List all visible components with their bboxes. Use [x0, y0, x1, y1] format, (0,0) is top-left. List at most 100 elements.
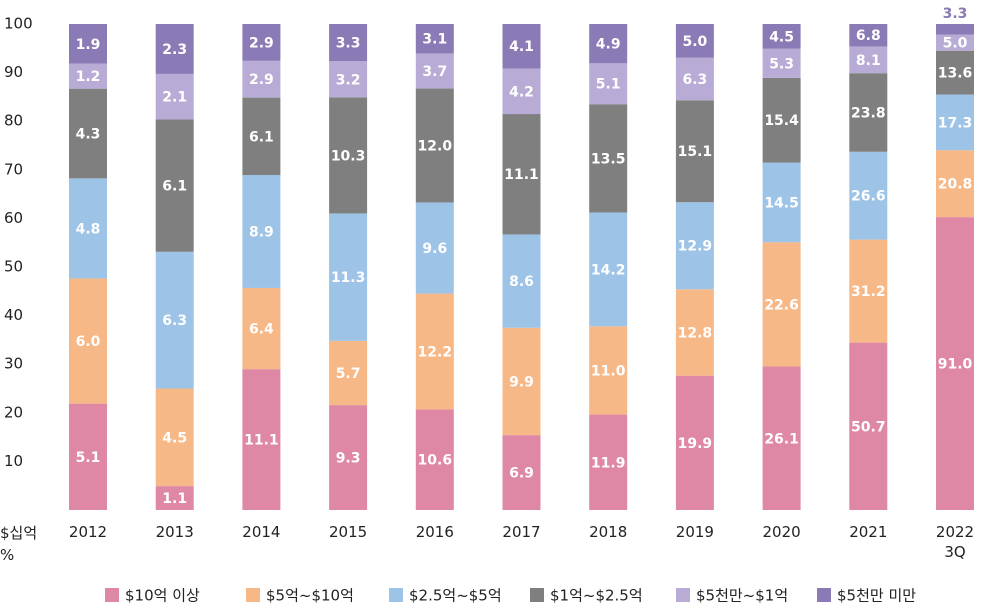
legend-label: $5천만~$1억 [696, 587, 788, 605]
bar-segment [502, 435, 541, 510]
bar-segment [155, 73, 194, 120]
bar-segment [502, 327, 541, 436]
data-label: 13.5 [591, 151, 626, 167]
bar-segment [242, 369, 281, 510]
bar-segment [936, 217, 974, 510]
x-tick-label: 2013 [155, 523, 194, 541]
legend-swatch [389, 588, 403, 602]
bar-segment [155, 24, 194, 74]
bar-segment [675, 289, 714, 376]
data-label: 3.3 [336, 36, 361, 52]
data-label: 11.1 [504, 167, 539, 183]
data-label: 5.0 [943, 36, 968, 52]
y-tick-label: 30 [4, 355, 23, 373]
data-label: 12.0 [418, 139, 453, 155]
data-label: 9.3 [336, 451, 361, 467]
data-label: 6.3 [162, 313, 187, 329]
data-label: 2.3 [162, 42, 187, 58]
bar-segment [849, 342, 888, 510]
bar-segment [675, 57, 714, 101]
data-label: 9.9 [509, 374, 534, 390]
bar-segment [415, 88, 454, 203]
bar-segment [242, 175, 281, 288]
data-label: 5.7 [336, 366, 361, 382]
x-tick-label: 2022 3Q [935, 523, 975, 561]
data-label: 4.3 [76, 127, 101, 143]
data-label: 3.1 [422, 32, 447, 48]
data-label: 17.3 [938, 115, 973, 131]
bar-segment [849, 46, 888, 74]
data-label: 14.5 [764, 195, 799, 211]
bar-segment [762, 48, 801, 78]
bar-segment [762, 162, 801, 243]
bar-segment [329, 24, 368, 62]
data-label: 10.3 [331, 148, 366, 164]
data-label: 6.0 [76, 334, 101, 350]
data-label: 13.6 [938, 66, 973, 82]
bar-segment [502, 68, 541, 115]
data-label: 6.3 [682, 72, 707, 88]
data-label: 19.9 [678, 436, 713, 452]
bar-segment [762, 24, 801, 49]
data-label: 31.2 [851, 284, 886, 300]
legend-swatch [530, 588, 544, 602]
data-label: 6.8 [856, 28, 881, 44]
bar-segment [69, 178, 107, 279]
data-label: 10.6 [418, 453, 453, 469]
legend-label: $10억 이상 [125, 587, 200, 605]
data-label: 20.8 [938, 177, 973, 193]
y-tick-label: 80 [4, 112, 23, 130]
data-label: 23.8 [851, 105, 886, 121]
data-label: 8.1 [856, 53, 881, 69]
data-label: 5.1 [76, 450, 101, 466]
data-label: 2.9 [249, 35, 274, 51]
data-label: 14.2 [591, 262, 626, 278]
y-tick-label: 20 [4, 403, 23, 421]
legend-label: $1억~$2.5억 [550, 587, 643, 605]
bar-segment [849, 24, 888, 47]
y-unit: $십억 [0, 524, 38, 542]
bar-segment [242, 97, 281, 176]
bar-segment [675, 100, 714, 203]
legend-label: $5천만 미만 [837, 587, 916, 605]
bar-segment [69, 88, 107, 179]
bar-segment [69, 278, 107, 404]
data-label: 26.6 [851, 189, 886, 205]
x-tick-label: 2016 [415, 523, 454, 541]
data-label: 4.8 [76, 221, 101, 237]
legend-label: $5억~$10억 [266, 587, 354, 605]
bar-segment [849, 151, 888, 240]
bar-segment [675, 375, 714, 510]
bar-segment [762, 242, 801, 367]
bar-segment [502, 234, 541, 328]
data-label: 11.9 [591, 455, 626, 471]
bar-segment [242, 287, 281, 370]
data-label: 6.1 [162, 179, 187, 195]
bar-segment [502, 114, 541, 235]
data-label: 1.1 [162, 491, 187, 507]
x-tick-label: 2021 [849, 523, 888, 541]
data-label: 4.2 [509, 84, 534, 100]
data-label: 11.3 [331, 270, 366, 286]
bar-segment [415, 24, 454, 54]
data-label: 3.7 [422, 64, 447, 80]
x-tick-label: 2018 [589, 523, 628, 541]
data-label: 26.1 [764, 431, 799, 447]
y-tick-label: 50 [4, 258, 23, 276]
bar-segment [69, 63, 107, 89]
data-label: 4.5 [769, 29, 794, 45]
data-label: 12.9 [678, 239, 713, 255]
legend-swatch [246, 588, 260, 602]
data-label: 5.3 [769, 56, 794, 72]
data-label: 4.5 [162, 430, 187, 446]
data-label: 15.1 [678, 144, 713, 160]
bar-segment [415, 293, 454, 410]
data-label: 5.0 [682, 34, 707, 50]
y-tick-label: 100 [4, 15, 33, 33]
bar-segment [936, 34, 974, 51]
y-axis-label: % [0, 546, 15, 564]
bar-segment [155, 251, 194, 389]
bar-segment [329, 97, 368, 214]
